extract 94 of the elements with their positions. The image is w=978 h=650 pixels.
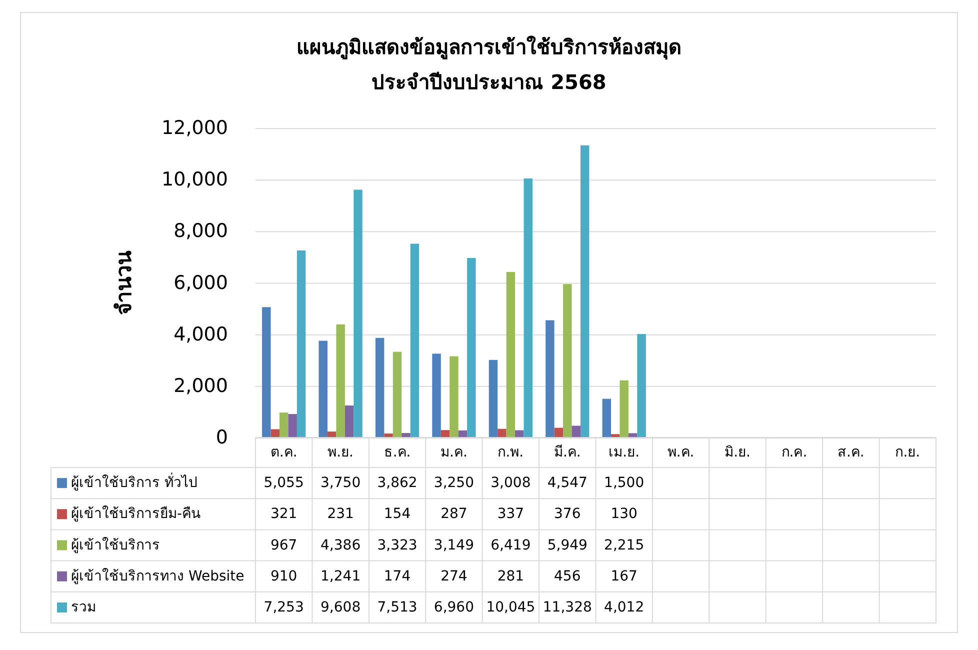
data-label: 174 (384, 568, 411, 584)
x-tick-label: ก.ย. (895, 444, 920, 460)
bar (375, 338, 384, 438)
x-tick-label: ส.ค. (837, 444, 864, 460)
bar (392, 352, 402, 438)
bar (432, 354, 441, 438)
data-label: 376 (554, 506, 581, 522)
data-label: 321 (270, 506, 298, 522)
bar (546, 320, 554, 438)
data-label: 5,055 (264, 475, 304, 492)
legend-label: ผู้เข้าใช้บริการ ทั่วไป (71, 473, 198, 492)
data-label: 967 (270, 537, 298, 554)
bar (563, 284, 572, 438)
data-label: 4,547 (547, 475, 588, 492)
data-label: 7,513 (377, 599, 418, 616)
data-label: 10,045 (486, 599, 536, 616)
data-label: 274 (440, 568, 468, 584)
data-label: 287 (440, 506, 468, 522)
y-tick-label: 12,000 (162, 117, 228, 139)
y-axis-title: จำนวน (112, 250, 136, 315)
data-label: 456 (554, 568, 581, 584)
bar (637, 334, 646, 438)
legend-label: ผู้เข้าใช้บริการยืม-คืน (71, 505, 202, 522)
data-label: 3,008 (490, 475, 531, 492)
x-tick-label: ธ.ค. (384, 444, 411, 460)
bar (336, 324, 345, 438)
bar (620, 380, 628, 438)
data-label: 11,328 (542, 599, 592, 616)
data-label: 281 (497, 568, 524, 584)
legend-label: รวม (71, 599, 96, 616)
data-label: 3,149 (434, 537, 474, 554)
bar (628, 433, 638, 438)
x-tick-label: ต.ค. (270, 444, 298, 460)
data-label: 2,215 (604, 537, 644, 554)
x-tick-label: เม.ย. (608, 444, 640, 460)
data-label: 167 (610, 568, 638, 584)
data-label: 4,012 (604, 599, 644, 616)
y-tick-label: 6,000 (174, 272, 228, 294)
x-tick-label: ก.ค. (781, 444, 808, 460)
bar (554, 428, 564, 438)
y-tick-label: 8,000 (174, 220, 228, 242)
y-tick-label: 0 (216, 426, 228, 448)
data-label: 1,241 (320, 568, 361, 584)
chart-title: แผนภูมิแสดงข้อมูลการเข้าใช้บริการห้องสมุด ประจำปีงบประมาณ 2568 (296, 35, 682, 94)
bar (327, 432, 336, 438)
data-label: 3,250 (434, 475, 474, 492)
bar (524, 178, 532, 438)
bar (270, 429, 280, 438)
bar (498, 428, 506, 438)
data-label: 3,750 (320, 475, 361, 492)
bar (506, 272, 516, 438)
bar (344, 405, 354, 438)
x-tick-label: พ.ย. (328, 444, 354, 460)
x-tick-label: มิ.ย. (724, 444, 750, 460)
x-tick-label: พ.ค. (667, 444, 694, 460)
bar (467, 258, 476, 438)
data-label: 6,419 (490, 537, 531, 554)
y-tick-label: 2,000 (174, 374, 228, 397)
data-label: 154 (384, 506, 411, 522)
bar (440, 430, 450, 438)
data-label: 7,253 (264, 599, 304, 616)
x-tick-label: มี.ค. (554, 444, 581, 460)
data-label: 130 (610, 506, 638, 522)
legend-label: ผู้เข้าใช้บริการทาง Website (71, 567, 244, 584)
bar (296, 250, 306, 438)
bar (402, 433, 410, 438)
bar (580, 145, 590, 438)
bar (318, 340, 328, 438)
data-label: 6,960 (434, 599, 474, 616)
data-label: 231 (327, 506, 354, 522)
bar (262, 307, 271, 438)
bar (602, 398, 612, 438)
data-label: 3,323 (377, 537, 418, 554)
data-label: 5,949 (547, 537, 588, 554)
bar (410, 244, 420, 438)
bar (515, 430, 524, 438)
bar (279, 412, 288, 438)
x-tick-label: ม.ค. (440, 444, 468, 460)
data-label: 3,862 (377, 475, 418, 492)
bar (354, 190, 362, 438)
bar (450, 356, 458, 438)
data-label: 910 (270, 568, 298, 584)
data-label: 1,500 (604, 475, 644, 492)
bar (488, 360, 498, 438)
data-label: 337 (497, 506, 524, 522)
bar (384, 434, 393, 438)
legend-label: ผู้เข้าใช้บริการ (71, 536, 160, 554)
y-tick-label: 4,000 (174, 323, 228, 346)
y-tick-label: 10,000 (162, 168, 228, 191)
bar (288, 414, 297, 438)
data-label: 4,386 (320, 537, 361, 554)
data-label: 9,608 (320, 599, 361, 616)
x-tick-label: ก.พ. (498, 444, 524, 460)
bar (572, 426, 580, 438)
